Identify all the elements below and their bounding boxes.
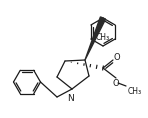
Polygon shape	[85, 17, 106, 60]
Text: O: O	[113, 79, 119, 88]
Text: CH₃: CH₃	[96, 33, 110, 42]
Text: N: N	[68, 94, 74, 103]
Text: CH₃: CH₃	[128, 87, 142, 96]
Text: O: O	[114, 53, 121, 61]
